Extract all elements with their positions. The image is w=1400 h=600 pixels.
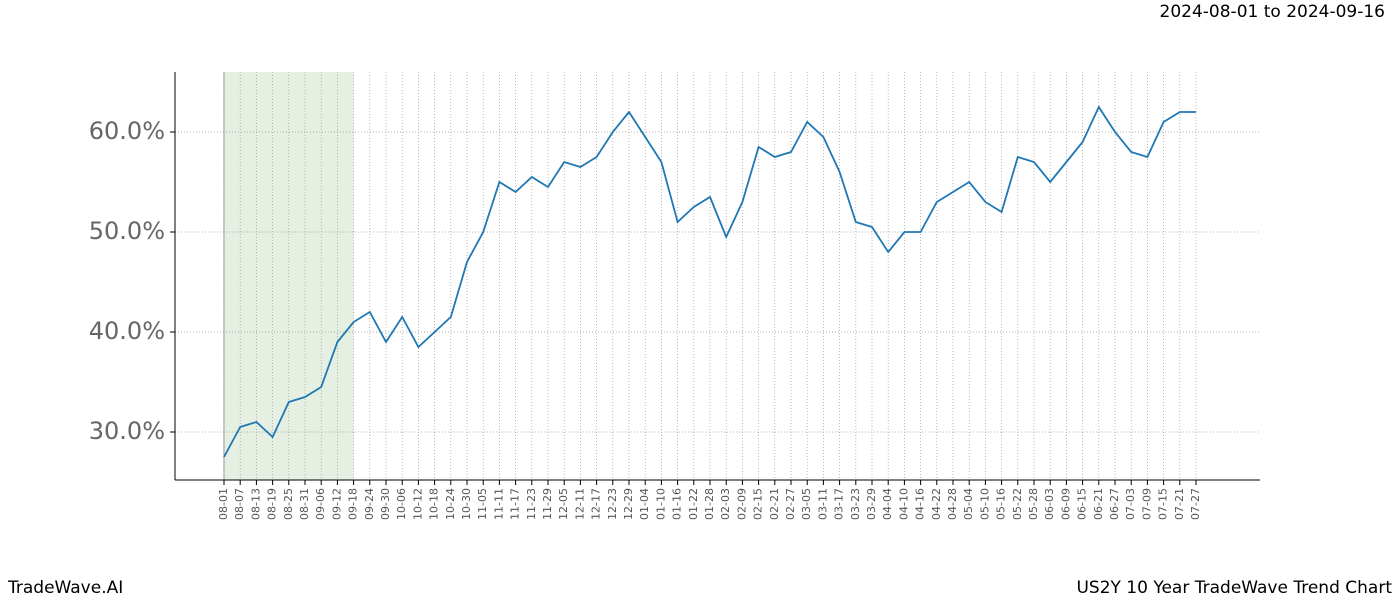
x-tick-label: 03-05 (800, 488, 813, 520)
x-tick-label: 10-18 (428, 488, 441, 520)
x-tick-label: 12-23 (606, 488, 619, 520)
x-tick-label: 01-22 (687, 488, 700, 520)
x-tick-label: 05-10 (978, 488, 991, 520)
x-tick-label: 07-15 (1157, 488, 1170, 520)
x-tick-label: 06-03 (1043, 488, 1056, 520)
x-tick-label: 02-27 (784, 488, 797, 520)
x-tick-label: 08-07 (233, 488, 246, 520)
subtitle: 2024-08-01 to 2024-09-16 (1160, 2, 1385, 22)
x-tick-label: 03-29 (865, 488, 878, 520)
x-tick-label: 04-16 (914, 488, 927, 520)
x-tick-label: 07-03 (1124, 488, 1137, 520)
x-tick-label: 11-23 (525, 488, 538, 520)
x-tick-label: 11-11 (492, 488, 505, 520)
x-tick-label: 04-28 (946, 488, 959, 520)
x-tick-label: 09-24 (363, 488, 376, 520)
y-tick-label: 40.0% (89, 317, 165, 345)
x-tick-label: 11-05 (476, 488, 489, 520)
x-tick-label: 11-29 (541, 488, 554, 520)
x-tick-label: 05-04 (962, 488, 975, 520)
line-series (223, 105, 1196, 458)
y-tick-label: 30.0% (89, 417, 165, 445)
x-tick-label: 11-17 (509, 488, 522, 520)
x-tick-label: 02-03 (719, 488, 732, 520)
x-tick-label: 08-01 (217, 488, 230, 520)
x-tick-label: 07-21 (1173, 488, 1186, 520)
x-tick-label: 05-16 (995, 488, 1008, 520)
x-tick-label: 04-10 (897, 488, 910, 520)
x-tick-label: 07-27 (1189, 488, 1202, 520)
x-tick-label: 01-28 (703, 488, 716, 520)
x-tick-label: 04-22 (930, 488, 943, 520)
x-tick-label: 08-25 (282, 488, 295, 520)
x-tick-label: 08-31 (298, 488, 311, 520)
x-tick-label: 09-12 (330, 488, 343, 520)
x-tick-label: 10-12 (411, 488, 424, 520)
x-tick-label: 08-19 (266, 488, 279, 520)
x-tick-label: 01-04 (638, 488, 651, 520)
x-tick-label: 09-30 (379, 488, 392, 520)
x-tick-label: 01-16 (671, 488, 684, 520)
x-tick-label: 10-06 (395, 488, 408, 520)
x-tick-label: 12-05 (557, 488, 570, 520)
y-tick-label: 60.0% (89, 117, 165, 145)
x-tick-label: 02-15 (752, 488, 765, 520)
x-tick-label: 06-09 (1059, 488, 1072, 520)
x-tick-label: 07-09 (1140, 488, 1153, 520)
x-tick-label: 12-11 (573, 488, 586, 520)
chart-title: US2Y 10 Year TradeWave Trend Chart (1076, 578, 1392, 598)
x-tick-label: 10-24 (444, 488, 457, 520)
x-tick-label: 02-21 (768, 488, 781, 520)
x-tick-label: 05-28 (1027, 488, 1040, 520)
x-tick-label: 10-30 (460, 488, 473, 520)
x-tick-label: 06-27 (1108, 488, 1121, 520)
x-tick-label: 08-13 (249, 488, 262, 520)
x-tick-label: 02-09 (735, 488, 748, 520)
x-tick-label: 03-11 (816, 488, 829, 520)
x-tick-label: 12-29 (622, 488, 635, 520)
brand: TradeWave.AI (7, 578, 123, 598)
x-tick-label: 05-22 (1011, 488, 1024, 520)
y-tick-label: 50.0% (89, 217, 165, 245)
x-tick-label: 01-10 (654, 488, 667, 520)
x-tick-label: 09-06 (314, 488, 327, 520)
x-tick-label: 06-21 (1092, 488, 1105, 520)
x-tick-label: 04-04 (881, 488, 894, 520)
x-tick-label: 06-15 (1076, 488, 1089, 520)
x-tick-label: 03-23 (849, 488, 862, 520)
x-tick-label: 12-17 (590, 488, 603, 520)
x-tick-label: 03-17 (833, 488, 846, 520)
x-tick-label: 09-18 (347, 488, 360, 520)
